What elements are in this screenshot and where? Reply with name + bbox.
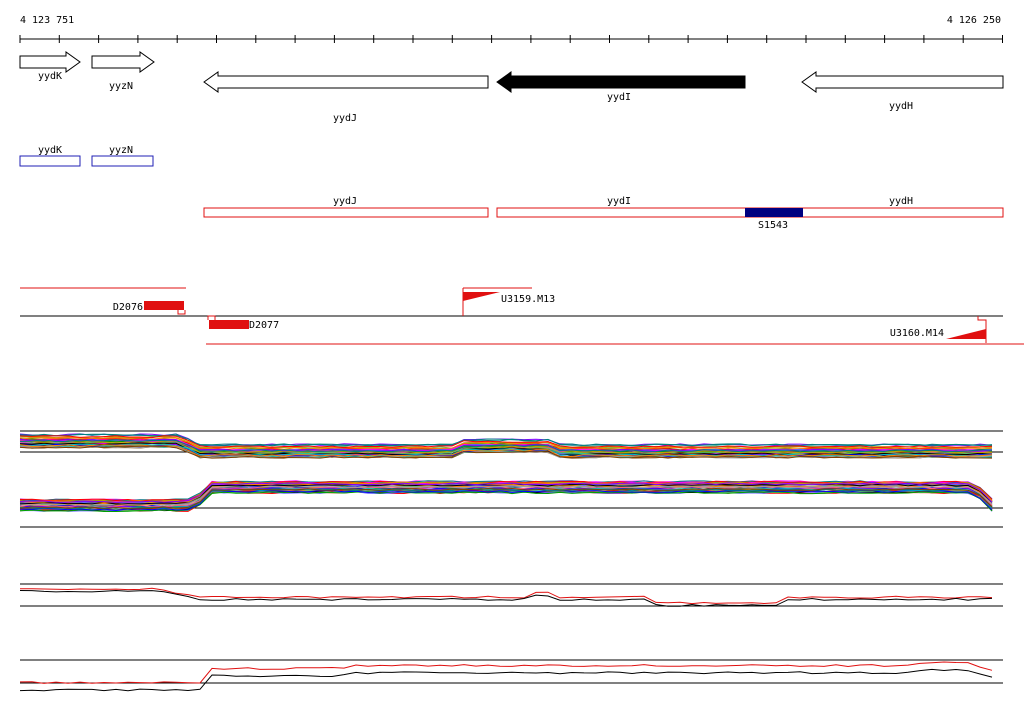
profile-line xyxy=(19,587,993,605)
red-gene-box-track: yydJ yydI yydH S1543 xyxy=(203,196,1004,231)
feature-U3160-label: U3160.M14 xyxy=(890,328,944,339)
feature-U3159-label: U3159.M13 xyxy=(501,294,555,305)
feature-U3159-flag xyxy=(463,292,500,301)
feature-U3160[interactable]: U3160.M14 xyxy=(890,316,987,343)
profile-line xyxy=(19,444,993,458)
box-label-yydJ: yydJ xyxy=(333,196,357,207)
ruler-end-label: 4 126 250 xyxy=(947,15,1001,26)
expression-panel-4 xyxy=(19,659,1003,692)
gene-arrow-track: yydK yyzN yydJ yydI yydH xyxy=(19,51,1004,124)
gene-arrow-yydJ[interactable]: yydJ xyxy=(203,71,489,124)
feature-D2077-bar xyxy=(209,320,249,329)
gene-arrow-yyzN[interactable]: yyzN xyxy=(91,51,155,92)
blue-gene-box-track: yydK yyzN xyxy=(19,145,154,167)
profile-line xyxy=(19,433,993,447)
gene-arrow-shape xyxy=(203,71,489,93)
profile-line xyxy=(19,486,993,508)
profile-line xyxy=(19,482,993,503)
box-label-yydH: yydH xyxy=(889,196,913,207)
gene-label-yydH: yydH xyxy=(889,101,913,112)
ruler-start-label: 4 123 751 xyxy=(20,15,74,26)
profile-line xyxy=(19,435,993,449)
block-S1543[interactable] xyxy=(745,208,803,217)
profile-line xyxy=(19,439,993,453)
ruler-ticks xyxy=(19,35,1003,43)
block-label-S1543: S1543 xyxy=(758,220,788,231)
feature-D2076-terminator xyxy=(177,310,186,315)
profile-line xyxy=(19,661,993,684)
feature-D2077[interactable]: D2077 xyxy=(207,315,279,331)
gene-label-yydI: yydI xyxy=(607,92,631,103)
profile-line xyxy=(19,445,993,459)
box-label-yyzN: yyzN xyxy=(109,145,133,156)
gene-arrow-shape xyxy=(801,71,1004,93)
feature-U3159[interactable]: U3159.M13 xyxy=(462,287,555,316)
profile-line xyxy=(19,489,993,511)
expression-panel-1 xyxy=(19,430,1003,459)
gene-label-yyzN: yyzN xyxy=(109,81,133,92)
gene-box-yyzN[interactable] xyxy=(91,155,154,167)
profile-line xyxy=(19,668,993,692)
expression-panel-2 xyxy=(19,480,1003,528)
box-label-yydI: yydI xyxy=(607,196,631,207)
gene-label-yydK: yydK xyxy=(38,71,62,82)
profile-line xyxy=(19,491,993,512)
gene-box-yydK[interactable] xyxy=(19,155,81,167)
profile-line xyxy=(19,487,993,509)
gene-arrow-yydK[interactable]: yydK xyxy=(19,51,81,82)
feature-D2076-bar xyxy=(144,301,184,310)
feature-D2077-terminator xyxy=(207,315,216,320)
feature-D2076-label: D2076 xyxy=(113,302,143,313)
gene-box-yydJ[interactable] xyxy=(203,207,489,218)
expression-panel-3 xyxy=(19,583,1003,607)
gene-arrow-shape xyxy=(91,51,155,73)
box-label-yydK: yydK xyxy=(38,145,62,156)
feature-track: D2076 D2077 U3159.M13 U3160.M14 xyxy=(20,287,1024,345)
gene-label-yydJ: yydJ xyxy=(333,113,357,124)
profile-line xyxy=(19,589,993,607)
feature-D2077-label: D2077 xyxy=(249,320,279,331)
profile-line xyxy=(19,443,993,457)
gene-arrow-yydH[interactable]: yydH xyxy=(801,71,1004,112)
profile-line xyxy=(19,485,993,507)
gene-arrow-shape xyxy=(19,51,81,73)
gene-arrow-yydI[interactable]: yydI xyxy=(496,71,746,103)
feature-D2076[interactable]: D2076 xyxy=(113,301,186,315)
feature-U3160-flag xyxy=(946,329,986,339)
profile-line xyxy=(19,436,993,450)
gene-arrow-shape xyxy=(496,71,746,93)
coordinate-ruler: 4 123 751 4 126 250 xyxy=(19,15,1003,43)
